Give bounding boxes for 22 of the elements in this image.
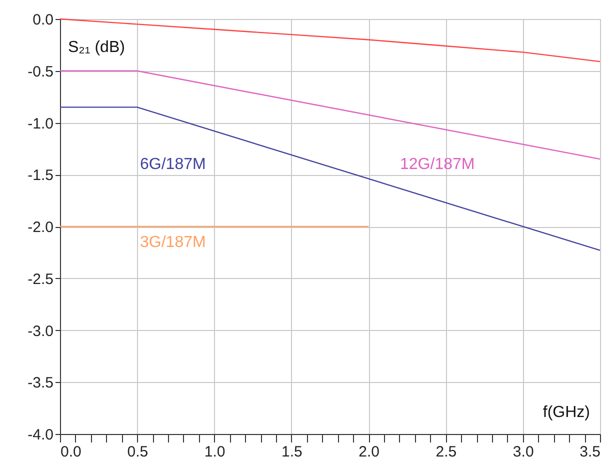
x-tick-label: 2.0 [358,444,380,460]
y-tick-label: -2.0 [28,219,54,236]
x-tick-label: 2.5 [436,444,457,460]
x-tick-label: 3.0 [512,444,534,460]
x-tick-label: 1.0 [204,444,226,460]
x-tick-label: 3.5 [580,444,600,460]
y-tick-label: -1.5 [28,167,54,184]
y-tick-label: -4.0 [28,426,54,444]
y-tick-label: -3.5 [28,374,54,392]
x-tick-label: 0.0 [60,444,82,460]
y-tick-label: -1.0 [28,115,54,132]
series-label: 3G/187M [140,234,206,251]
y-tick-label: 0.0 [32,12,54,28]
series-label: 6G/187M [140,156,206,173]
x-tick-label: 1.5 [282,444,302,460]
y-tick-label: -0.5 [28,63,54,80]
series-label: 12G/187M [400,156,475,173]
y-tick-label: -2.5 [28,270,54,288]
x-tick-label: 0.5 [127,444,148,460]
y-tick-label: -3.0 [28,322,54,340]
x-axis-title: f(GHz) [542,404,590,421]
y-axis-title: S₂₁ (dB) [68,39,125,56]
